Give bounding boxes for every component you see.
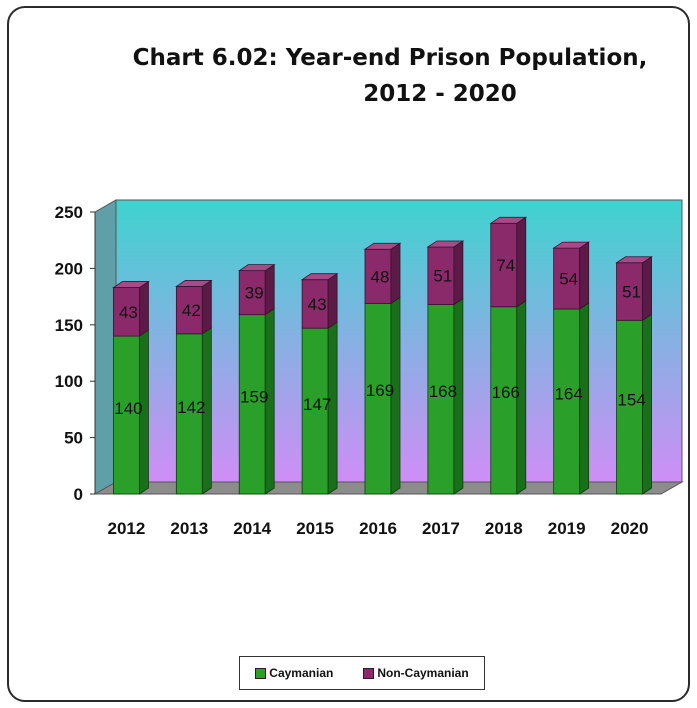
bar-non-caymanian <box>175 286 203 335</box>
bar-top-face <box>363 242 402 250</box>
bar-caymanian <box>175 333 203 495</box>
bar-non-caymanian-side <box>579 241 590 310</box>
x-tick-label: 2017 <box>422 519 460 538</box>
chart-title: Chart 6.02: Year-end Prison Population, … <box>90 40 690 112</box>
plot-side-wall <box>94 199 117 495</box>
bar-non-caymanian-side <box>390 242 401 305</box>
legend-swatch-non-caymanian <box>363 667 375 679</box>
x-tick-label: 2012 <box>108 519 146 538</box>
data-label-non-caymanian: 43 <box>119 303 138 322</box>
bar-top-face <box>489 216 528 224</box>
data-label-caymanian: 142 <box>177 398 205 417</box>
bar-caymanian <box>490 306 518 495</box>
bar-non-caymanian <box>364 248 392 304</box>
bar-non-caymanian <box>301 279 329 329</box>
x-tick-label: 2014 <box>233 519 271 538</box>
bar-non-caymanian-side <box>327 272 338 329</box>
data-label-non-caymanian: 39 <box>245 284 264 303</box>
data-label-caymanian: 159 <box>240 387 268 406</box>
data-label-caymanian: 147 <box>303 395 331 414</box>
legend-swatch-caymanian <box>255 667 267 679</box>
data-label-non-caymanian: 43 <box>308 295 327 314</box>
y-tick-label: 200 <box>55 259 83 278</box>
bar-top-face <box>552 241 590 249</box>
legend-item-caymanian: Caymanian <box>255 666 333 680</box>
bar-caymanian <box>238 314 266 495</box>
data-label-non-caymanian: 42 <box>182 301 201 320</box>
data-label-non-caymanian: 54 <box>559 270 578 289</box>
legend-item-non-caymanian: Non-Caymanian <box>363 666 469 680</box>
bar-non-caymanian <box>490 222 518 308</box>
x-tick-label: 2018 <box>485 519 523 538</box>
bar-non-caymanian-side <box>642 256 652 322</box>
legend-label-non-caymanian: Non-Caymanian <box>377 666 469 680</box>
x-tick-label: 2016 <box>359 519 397 538</box>
data-label-caymanian: 164 <box>554 384 582 403</box>
bar-top-face <box>615 256 653 264</box>
y-tick-label: 0 <box>74 485 83 504</box>
data-label-non-caymanian: 51 <box>433 267 452 286</box>
bar-non-caymanian-side <box>516 216 527 308</box>
data-label-non-caymanian: 51 <box>622 283 641 302</box>
data-label-non-caymanian: 74 <box>496 256 515 275</box>
bar-non-caymanian <box>238 270 266 316</box>
chart-title-line2: 2012 - 2020 <box>363 81 517 107</box>
bar-top-face <box>175 280 213 287</box>
x-tick-label: 2019 <box>548 519 586 538</box>
data-label-caymanian: 169 <box>366 381 394 400</box>
data-label-caymanian: 140 <box>114 399 142 418</box>
legend-label-caymanian: Caymanian <box>269 666 334 680</box>
bar-non-caymanian-side <box>264 263 275 316</box>
data-label-caymanian: 154 <box>617 390 645 409</box>
y-tick-label: 100 <box>55 372 83 391</box>
chart-legend: Caymanian Non-Caymanian <box>239 656 485 690</box>
bar-non-caymanian-side <box>201 279 212 335</box>
chart-title-line1: Chart 6.02: Year-end Prison Population, <box>132 45 648 71</box>
y-tick-label: 50 <box>64 429 83 448</box>
x-tick-label: 2013 <box>170 519 208 538</box>
y-tick-label: 150 <box>55 316 83 335</box>
data-label-caymanian: 168 <box>429 382 457 401</box>
bar-top-face <box>426 240 465 248</box>
x-tick-label: 2020 <box>611 519 649 538</box>
bar-top-face <box>300 273 339 281</box>
x-tick-label: 2015 <box>296 519 334 538</box>
bar-caymanian <box>113 335 140 495</box>
bar-non-caymanian <box>616 262 643 321</box>
bar-top-face <box>237 264 276 272</box>
bar-caymanian <box>427 304 455 495</box>
bar-non-caymanian-side <box>139 280 149 337</box>
data-label-non-caymanian: 48 <box>371 267 390 286</box>
data-label-caymanian: 166 <box>492 383 520 402</box>
bar-non-caymanian-side <box>453 240 464 306</box>
y-tick-label: 250 <box>55 203 83 222</box>
bar-top-face <box>112 281 150 288</box>
bar-caymanian <box>364 302 392 495</box>
bar-caymanian <box>553 308 581 495</box>
